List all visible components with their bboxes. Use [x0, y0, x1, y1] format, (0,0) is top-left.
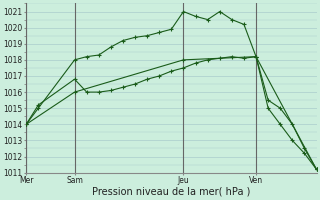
X-axis label: Pression niveau de la mer( hPa ): Pression niveau de la mer( hPa ) — [92, 187, 251, 197]
